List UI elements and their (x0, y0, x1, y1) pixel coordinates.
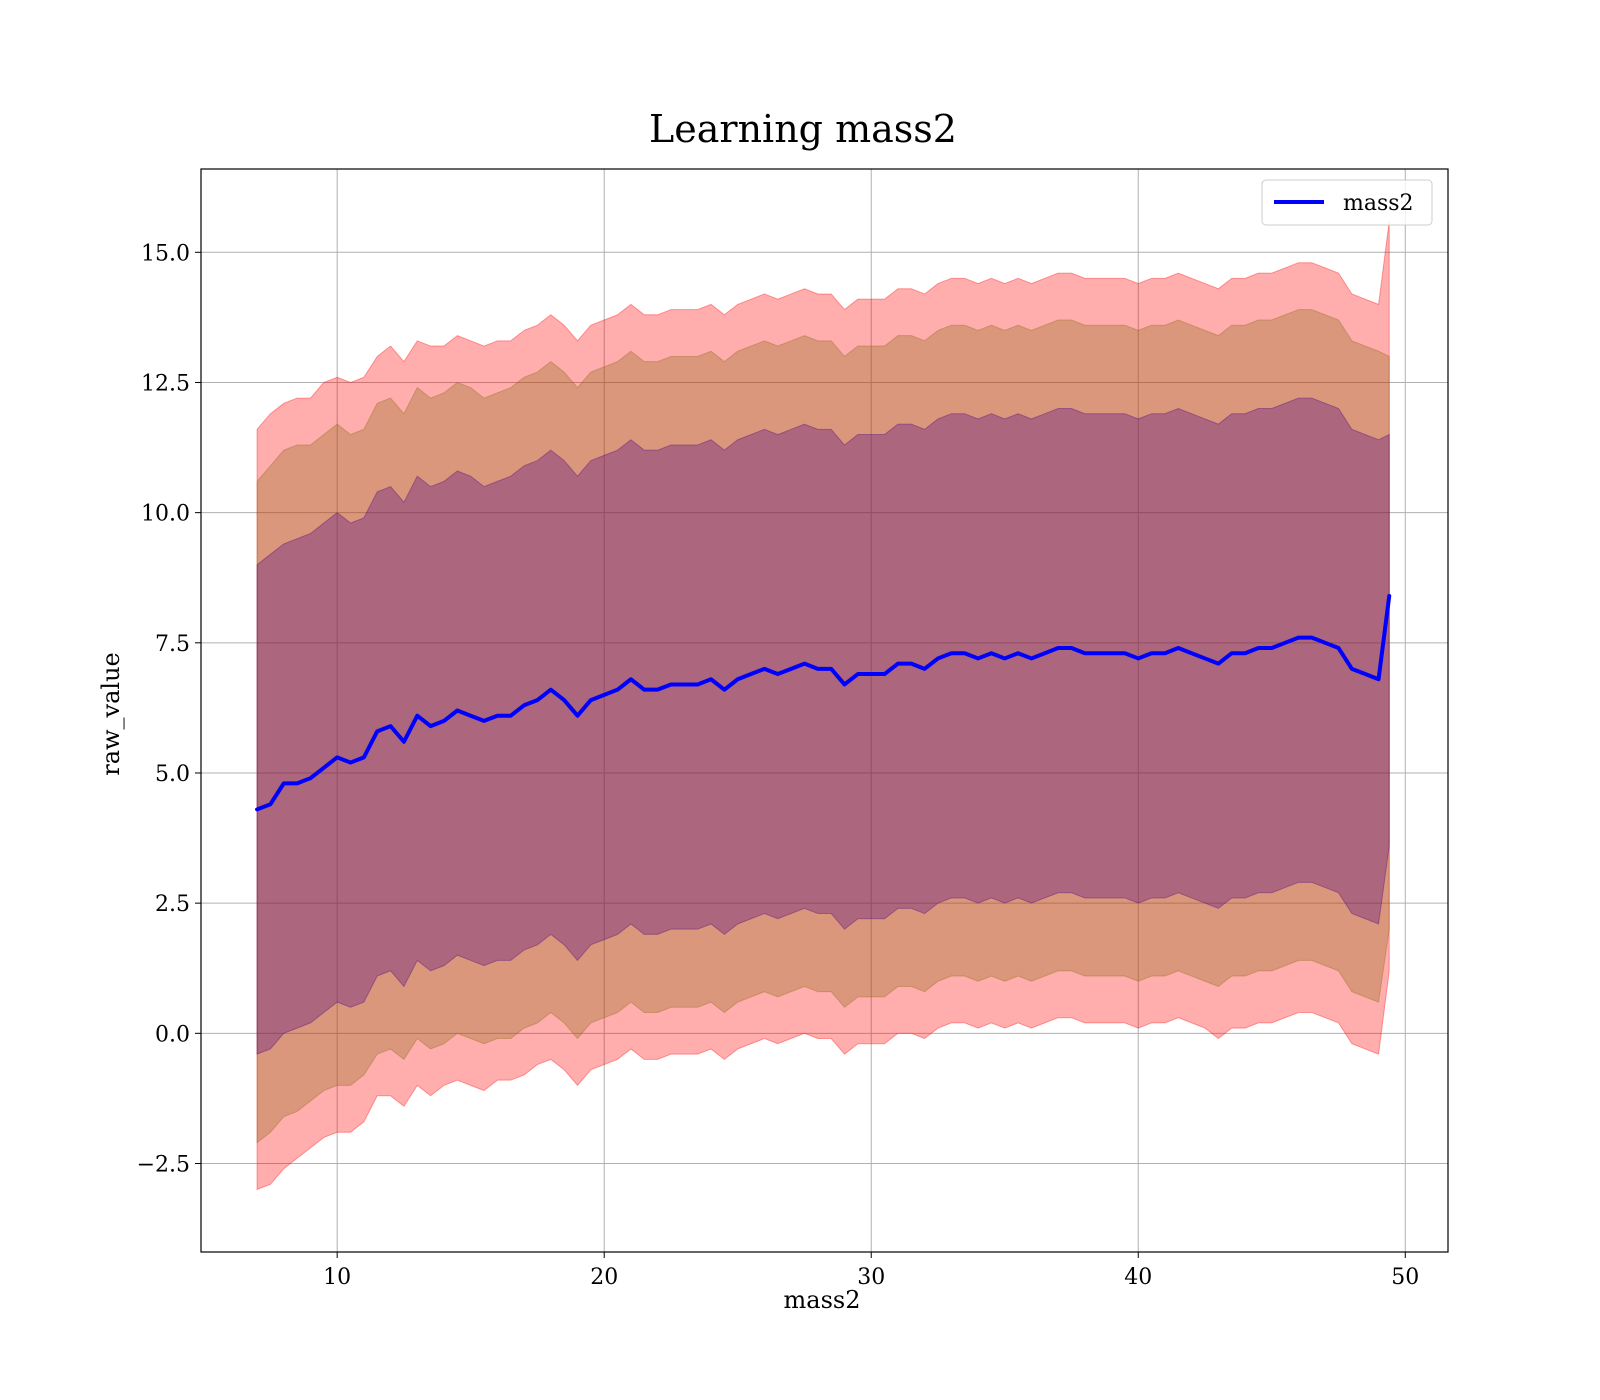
y-tick-label: 7.5 (155, 632, 190, 657)
series-lines (255, 593, 1392, 812)
y-tick-label: 2.5 (155, 892, 190, 917)
grid (201, 169, 1448, 1252)
y-tick-label: 5.0 (155, 762, 190, 787)
y-tick-label: 12.5 (141, 371, 190, 396)
x-tick-label: 40 (1124, 1265, 1152, 1290)
confidence-bands (256, 221, 1390, 1191)
chart-title: Learning mass2 (649, 107, 957, 151)
y-tick-label: −2.5 (137, 1152, 190, 1177)
y-tick-label: 10.0 (141, 502, 190, 527)
y-axis-label: raw_value (97, 652, 125, 776)
x-axis-ticks: 10 20 30 40 50 (323, 1252, 1419, 1290)
y-tick-label: 0.0 (155, 1022, 190, 1047)
legend: mass2 (1261, 179, 1433, 226)
y-tick-label: 15.0 (141, 241, 190, 266)
plot-frame (200, 168, 1449, 1253)
x-tick-label: 50 (1391, 1265, 1419, 1290)
y-axis-ticks: −2.5 0.0 2.5 5.0 7.5 10.0 12.5 15.0 (137, 241, 201, 1177)
legend-box (1261, 179, 1433, 226)
band-middle (256, 309, 1390, 1144)
series-line-mass2 (255, 593, 1392, 812)
x-tick-label: 20 (590, 1265, 618, 1290)
x-tick-label: 10 (323, 1265, 351, 1290)
band-outer (256, 221, 1390, 1191)
legend-entry-mass2: mass2 (1343, 191, 1414, 216)
x-tick-label: 30 (857, 1265, 885, 1290)
x-axis-label: mass2 (784, 1286, 861, 1314)
band-inner (256, 397, 1390, 1055)
